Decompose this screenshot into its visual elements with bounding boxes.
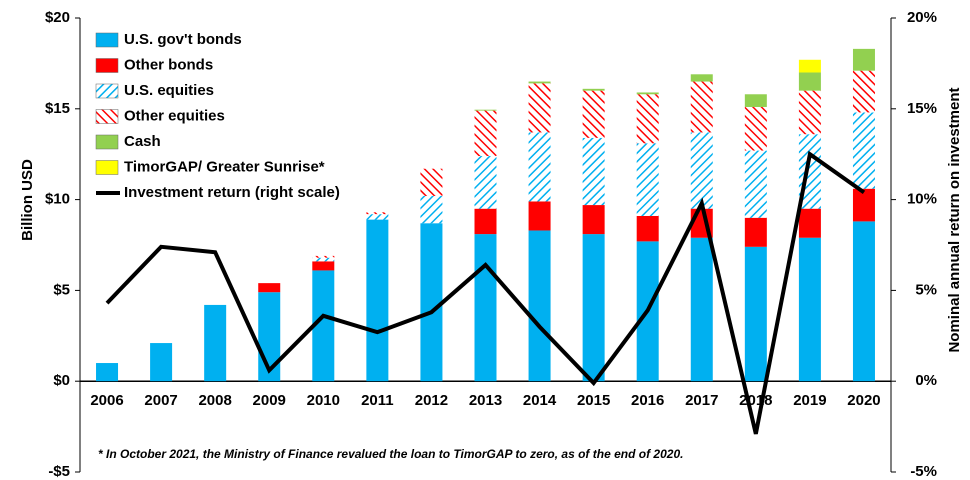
y2-tick-label: 15% bbox=[907, 100, 937, 117]
x-tick-label: 2013 bbox=[469, 392, 502, 409]
legend-label: TimorGAP/ Greater Sunrise* bbox=[124, 158, 325, 175]
y2-axis-label: Nominal annual return on investment bbox=[946, 87, 963, 352]
bar-segment bbox=[528, 201, 551, 231]
x-tick-label: 2006 bbox=[90, 392, 123, 409]
legend-swatch bbox=[95, 83, 119, 99]
bar-segment bbox=[582, 137, 605, 206]
x-tick-label: 2016 bbox=[631, 392, 664, 409]
bar-segment bbox=[366, 219, 389, 382]
bar-segment bbox=[852, 112, 875, 189]
bar-segment bbox=[690, 132, 713, 209]
bar-segment bbox=[690, 81, 713, 133]
bar-segment bbox=[150, 343, 173, 382]
y-tick-label: $0 bbox=[53, 372, 70, 389]
bar-segment bbox=[798, 208, 821, 238]
bar-segment bbox=[798, 237, 821, 382]
x-tick-label: 2009 bbox=[253, 392, 286, 409]
bar-segment bbox=[528, 230, 551, 382]
bar-segment bbox=[312, 261, 335, 271]
bar-segment bbox=[528, 81, 551, 84]
bar-segment bbox=[582, 205, 605, 235]
x-tick-label: 2010 bbox=[307, 392, 340, 409]
bar-segment bbox=[366, 212, 389, 215]
legend-swatch bbox=[95, 58, 119, 73]
footnote: * In October 2021, the Ministry of Finan… bbox=[98, 447, 683, 461]
bar-segment bbox=[474, 109, 497, 111]
x-tick-label: 2007 bbox=[144, 392, 177, 409]
bar-segment bbox=[798, 90, 821, 135]
x-tick-label: 2017 bbox=[685, 392, 718, 409]
bar-segment bbox=[420, 195, 443, 224]
x-tick-label: 2018 bbox=[739, 392, 772, 409]
legend-swatch bbox=[95, 134, 119, 150]
bar-segment bbox=[312, 270, 335, 382]
y2-tick-label: -5% bbox=[910, 463, 937, 480]
y-axis-label: Billion USD bbox=[19, 159, 36, 241]
bar-segment bbox=[636, 92, 659, 95]
y-tick-label: -$5 bbox=[48, 463, 70, 480]
y2-tick-label: 5% bbox=[915, 281, 937, 298]
x-tick-label: 2011 bbox=[361, 392, 394, 409]
bar-segment bbox=[204, 304, 227, 382]
bar-segment bbox=[744, 217, 767, 247]
y-tick-label: $10 bbox=[45, 191, 70, 208]
bar-segment bbox=[420, 168, 443, 196]
bar-segment bbox=[798, 59, 821, 73]
y2-tick-label: 20% bbox=[907, 9, 937, 26]
legend-label: U.S. equities bbox=[124, 82, 214, 99]
bar-segment bbox=[528, 132, 551, 202]
bar-segment bbox=[420, 223, 443, 382]
bar-segment bbox=[96, 363, 119, 382]
bar-segment bbox=[636, 215, 659, 242]
bar-segment bbox=[366, 214, 389, 220]
y-tick-label: $5 bbox=[53, 281, 70, 298]
legend-label: U.S. gov't bonds bbox=[124, 31, 242, 48]
bar-segment bbox=[636, 94, 659, 144]
bar-segment bbox=[582, 90, 605, 138]
x-tick-label: 2012 bbox=[415, 392, 448, 409]
x-tick-label: 2015 bbox=[577, 392, 610, 409]
y2-tick-label: 0% bbox=[915, 372, 937, 389]
legend-swatch bbox=[95, 160, 119, 175]
bar-segment bbox=[582, 234, 605, 382]
bar-segment bbox=[258, 283, 281, 293]
x-tick-label: 2008 bbox=[198, 392, 231, 409]
bar-segment bbox=[690, 237, 713, 382]
y-tick-label: $20 bbox=[45, 9, 70, 26]
bar-segment bbox=[528, 83, 551, 133]
bar-segment bbox=[852, 221, 875, 382]
bar-segment bbox=[474, 156, 497, 209]
x-tick-label: 2020 bbox=[847, 392, 880, 409]
legend-label: Investment return (right scale) bbox=[124, 184, 340, 201]
bar-segment bbox=[852, 188, 875, 222]
bar-segment bbox=[474, 208, 497, 235]
legend-label: Other equities bbox=[124, 107, 225, 124]
bar-segment bbox=[474, 110, 497, 157]
bar-segment bbox=[852, 70, 875, 113]
bar-segment bbox=[312, 255, 335, 258]
bar-segment bbox=[852, 48, 875, 71]
y-tick-label: $15 bbox=[45, 100, 70, 117]
bar-segment bbox=[744, 246, 767, 382]
legend-swatch bbox=[95, 32, 119, 48]
bar-segment bbox=[744, 94, 767, 107]
bar-segment bbox=[312, 257, 335, 262]
legend-swatch bbox=[95, 109, 119, 124]
bar-segment bbox=[744, 150, 767, 218]
x-tick-label: 2014 bbox=[523, 392, 557, 409]
y2-tick-label: 10% bbox=[907, 191, 937, 208]
bar-segment bbox=[582, 88, 605, 91]
bar-segment bbox=[744, 106, 767, 151]
bar-segment bbox=[636, 143, 659, 216]
bar-segment bbox=[690, 74, 713, 82]
bar-segment bbox=[474, 234, 497, 382]
return-line bbox=[105, 150, 866, 435]
legend-label: Other bonds bbox=[124, 56, 213, 73]
bar-segment bbox=[798, 72, 821, 91]
x-tick-label: 2019 bbox=[793, 392, 826, 409]
legend-label: Cash bbox=[124, 133, 161, 150]
